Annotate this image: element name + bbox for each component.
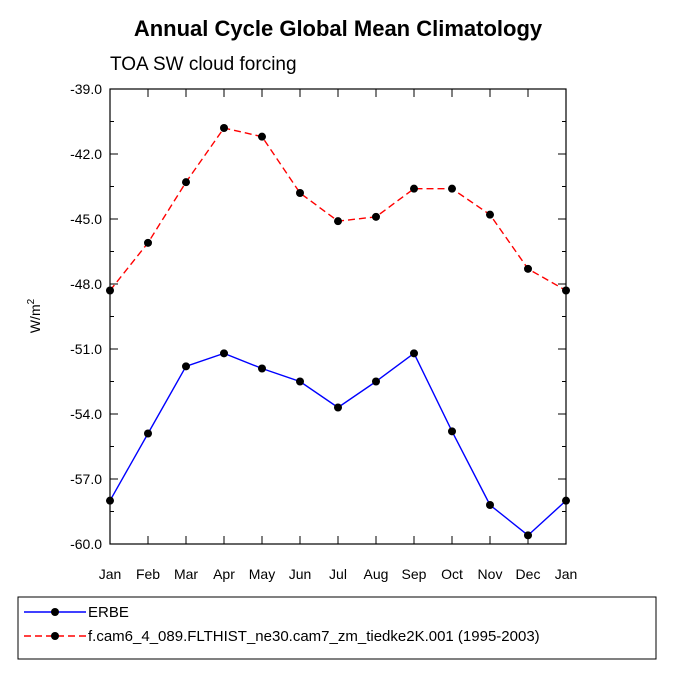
axis-ticks [109, 88, 567, 545]
y-tick-label: -57.0 [70, 471, 102, 487]
y-tick-label: -42.0 [70, 146, 102, 162]
data-point [258, 132, 266, 141]
data-point [334, 217, 342, 226]
plot-frame [109, 88, 567, 545]
data-point [486, 210, 494, 219]
x-tick-label: Jun [289, 566, 312, 582]
data-point [372, 212, 380, 221]
series-line [109, 127, 567, 292]
data-point [144, 238, 152, 247]
data-point [448, 184, 456, 193]
data-point [524, 264, 532, 273]
series-layer [106, 124, 570, 540]
x-tick-label: Aug [364, 566, 389, 582]
svg-text:W/m2: W/m2 [26, 298, 43, 333]
series-2 [106, 124, 570, 295]
x-tick-label: Apr [213, 566, 235, 582]
legend-box [17, 596, 657, 660]
x-tick-label: Nov [478, 566, 503, 582]
data-point [258, 364, 266, 373]
data-point [372, 377, 380, 386]
legend-marker [51, 608, 59, 616]
x-tick-label: Dec [516, 566, 541, 582]
data-point [410, 184, 418, 193]
y-axis-label-base: W/m [27, 304, 43, 333]
x-tick-label: Jan [555, 566, 578, 582]
chart-subtitle: TOA SW cloud forcing [110, 54, 297, 75]
data-point [144, 429, 152, 438]
data-point [220, 124, 228, 132]
y-tick-label: -48.0 [70, 276, 102, 292]
legend-marker [51, 632, 59, 640]
data-point [296, 377, 304, 386]
data-point [486, 501, 494, 509]
series-line [109, 352, 567, 537]
legend-label: ERBE [88, 604, 129, 621]
legend-entries: ERBE f.cam6_4_089.FLTHIST_ne30.cam7_zm_ti… [24, 604, 540, 645]
x-tick-label: Jan [99, 566, 122, 582]
x-tick-label: Oct [441, 566, 463, 582]
y-axis-label-superscript: 2 [26, 298, 37, 304]
legend: ERBE f.cam6_4_089.FLTHIST_ne30.cam7_zm_ti… [17, 596, 657, 660]
data-point [410, 349, 418, 358]
data-point [334, 403, 342, 412]
x-tick-label: Jul [329, 566, 347, 582]
data-point [296, 189, 304, 197]
data-point [448, 427, 456, 436]
x-tick-label: Feb [136, 566, 160, 582]
x-tick-label: Sep [402, 566, 427, 582]
y-tick-labels: -39.0 -42.0 -45.0 -48.0 -51.0 -54.0 -57.0 -60.0 [70, 81, 102, 552]
data-point [220, 349, 228, 358]
y-tick-label: -60.0 [70, 536, 102, 552]
chart-title: Annual Cycle Global Mean Climatology [134, 16, 543, 41]
data-point [524, 531, 532, 540]
x-tick-labels: Jan Feb Mar Apr May Jun Jul Aug Sep Oct Nov Dec Jan [99, 566, 578, 582]
data-point [182, 178, 190, 187]
series-1 [106, 349, 570, 540]
legend-label: f.cam6_4_089.FLTHIST_ne30.cam7_zm_tiedke… [88, 628, 540, 645]
y-tick-label: -54.0 [70, 406, 102, 422]
y-tick-label: -51.0 [70, 341, 102, 357]
y-axis-label: W/m2 [26, 298, 43, 333]
y-tick-label: -39.0 [70, 81, 102, 97]
data-point [182, 362, 190, 371]
y-tick-label: -45.0 [70, 211, 102, 227]
x-tick-label: Mar [174, 566, 198, 582]
x-tick-label: May [249, 566, 275, 582]
